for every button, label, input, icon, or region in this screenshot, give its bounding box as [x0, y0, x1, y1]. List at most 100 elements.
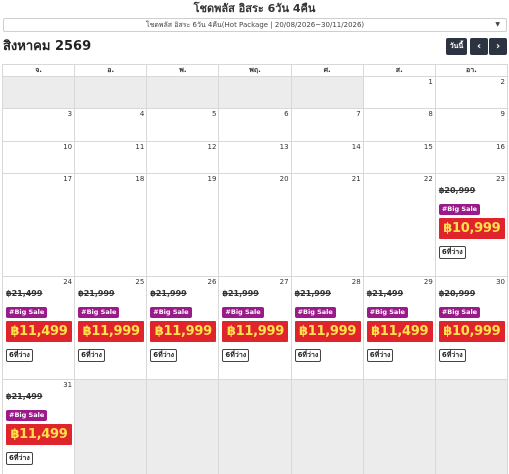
calendar-week: 10 11 12 13 14 15 16 — [3, 142, 508, 174]
day-cell: 11 — [75, 142, 148, 174]
empty-day-cell — [147, 77, 220, 109]
big-sale-badge: #Big Sale — [150, 307, 192, 318]
big-sale-badge: #Big Sale — [294, 307, 336, 318]
deal-info[interactable]: ฿21,999 #Big Sale ฿11,999 6ที่ว่าง — [150, 289, 217, 362]
chevron-left-icon: ‹ — [476, 41, 482, 52]
day-cell: 21 — [291, 174, 364, 277]
seats-available-badge: 6ที่ว่าง — [438, 349, 466, 362]
day-number: 31 — [63, 381, 73, 389]
sale-price-button[interactable]: ฿11,499 — [6, 321, 72, 342]
seats-available-badge: 6ที่ว่าง — [150, 349, 178, 362]
day-cell: 2 — [435, 77, 508, 109]
day-number: 5 — [211, 110, 217, 118]
tour-select-value: โชดพลัส อิสระ 6วัน 4คืน(Hot Package | 20… — [145, 21, 365, 29]
day-cell[interactable]: 31 ฿21,499 #Big Sale ฿11,499 6ที่ว่าง — [3, 380, 76, 474]
day-cell: 13 — [219, 142, 292, 174]
empty-day-cell — [219, 77, 292, 109]
day-number: 10 — [63, 143, 73, 151]
empty-day-cell — [147, 380, 220, 474]
sale-price-button[interactable]: ฿11,999 — [78, 321, 145, 342]
tour-select[interactable]: โชดพลัส อิสระ 6วัน 4คืน(Hot Package | 20… — [3, 18, 507, 32]
big-sale-badge: #Big Sale — [6, 410, 48, 421]
sale-price-button[interactable]: ฿11,499 — [366, 321, 433, 342]
day-cell[interactable]: 24 ฿21,499 #Big Sale ฿11,499 6ที่ว่าง — [3, 277, 76, 380]
empty-day-cell — [3, 77, 76, 109]
weekday-label: พฤ. — [219, 65, 292, 77]
next-month-button[interactable]: › — [489, 38, 507, 55]
deal-info[interactable]: ฿21,499 #Big Sale ฿11,499 6ที่ว่าง — [366, 289, 433, 362]
day-cell[interactable]: 29 ฿21,499 #Big Sale ฿11,499 6ที่ว่าง — [363, 277, 436, 380]
day-number: 6 — [284, 110, 289, 118]
deal-info[interactable]: ฿21,999 #Big Sale ฿11,999 6ที่ว่าง — [222, 289, 289, 362]
day-number: 7 — [356, 110, 361, 118]
weekday-label: อา. — [435, 65, 508, 77]
sale-price-button[interactable]: ฿10,999 — [438, 218, 505, 239]
calendar-week: 3 4 5 6 7 8 9 — [3, 109, 508, 142]
day-number: 20 — [279, 175, 289, 183]
day-cell: 16 — [435, 142, 508, 174]
big-sale-badge: #Big Sale — [6, 307, 48, 318]
today-button[interactable]: วันนี้ — [446, 38, 467, 55]
deal-info[interactable]: ฿20,999 #Big Sale ฿10,999 6ที่ว่าง — [438, 289, 505, 362]
day-number: 8 — [428, 110, 433, 118]
day-cell: 20 — [219, 174, 292, 277]
day-number: 9 — [500, 110, 505, 118]
sale-price-button[interactable]: ฿11,499 — [6, 424, 72, 445]
weekday-label: จ. — [3, 65, 76, 77]
original-price: ฿21,999 — [222, 289, 259, 298]
day-number: 14 — [351, 143, 361, 151]
day-number: 1 — [428, 78, 433, 86]
day-cell[interactable]: 25 ฿21,999 #Big Sale ฿11,999 6ที่ว่าง — [75, 277, 148, 380]
big-sale-badge: #Big Sale — [438, 204, 481, 215]
day-cell[interactable]: 30 ฿20,999 #Big Sale ฿10,999 6ที่ว่าง — [435, 277, 508, 380]
original-price: ฿21,499 — [366, 289, 404, 298]
empty-day-cell — [75, 380, 148, 474]
day-cell: 17 — [3, 174, 76, 277]
calendar-weeks: 1 2 3 4 5 6 7 8 9 10 11 12 13 14 15 16 17 18 19 20 21 22 23 ฿20… — [3, 77, 508, 474]
tour-title: โชดพลัส อิสระ 6วัน 4คืน — [193, 2, 316, 15]
deal-info[interactable]: ฿21,499 #Big Sale ฿11,499 6ที่ว่าง — [6, 289, 72, 362]
day-number: 17 — [63, 175, 73, 183]
day-cell[interactable]: 28 ฿21,999 #Big Sale ฿11,999 6ที่ว่าง — [291, 277, 364, 380]
prev-month-button[interactable]: ‹ — [470, 38, 488, 55]
weekday-label: ส. — [363, 65, 436, 77]
big-sale-badge: #Big Sale — [222, 307, 264, 318]
calendar-grid: จ. อ. พ. พฤ. ศ. ส. อา. 1 2 3 4 5 6 7 8 9 10 11 12 13… — [2, 64, 508, 474]
day-number: 13 — [279, 143, 289, 151]
empty-day-cell — [75, 77, 148, 109]
day-cell: 4 — [75, 109, 148, 142]
day-cell[interactable]: 26 ฿21,999 #Big Sale ฿11,999 6ที่ว่าง — [147, 277, 220, 380]
day-number: 16 — [496, 143, 505, 151]
original-price: ฿21,499 — [6, 289, 43, 298]
day-number: 29 — [423, 278, 433, 286]
empty-day-cell — [219, 380, 292, 474]
original-price: ฿20,999 — [438, 186, 476, 195]
seats-available-badge: 6ที่ว่าง — [294, 349, 322, 362]
sale-price-button[interactable]: ฿11,999 — [150, 321, 217, 342]
big-sale-badge: #Big Sale — [438, 307, 481, 318]
seats-available-badge: 6ที่ว่าง — [366, 349, 394, 362]
day-cell[interactable]: 27 ฿21,999 #Big Sale ฿11,999 6ที่ว่าง — [219, 277, 292, 380]
deal-info[interactable]: ฿21,999 #Big Sale ฿11,999 6ที่ว่าง — [294, 289, 361, 362]
deal-info[interactable]: ฿21,499 #Big Sale ฿11,499 6ที่ว่าง — [6, 392, 72, 465]
seats-available-badge: 6ที่ว่าง — [222, 349, 250, 362]
original-price: ฿21,499 — [6, 392, 43, 401]
seats-available-badge: 6ที่ว่าง — [78, 349, 105, 362]
weekday-label: ศ. — [291, 65, 364, 77]
sale-price-button[interactable]: ฿11,999 — [222, 321, 289, 342]
day-cell: 3 — [3, 109, 76, 142]
weekday-header: จ. อ. พ. พฤ. ศ. ส. อา. — [3, 65, 508, 77]
day-cell: 9 — [435, 109, 508, 142]
seats-available-badge: 6ที่ว่าง — [6, 349, 33, 362]
day-number: 21 — [351, 175, 361, 183]
deal-info[interactable]: ฿20,999 #Big Sale ฿10,999 6ที่ว่าง — [438, 186, 505, 259]
empty-day-cell — [291, 77, 364, 109]
sale-price-button[interactable]: ฿10,999 — [438, 321, 505, 342]
deal-info[interactable]: ฿21,999 #Big Sale ฿11,999 6ที่ว่าง — [78, 289, 145, 362]
day-number: 12 — [207, 143, 217, 151]
day-cell: 5 — [147, 109, 220, 142]
day-cell[interactable]: 23 ฿20,999 #Big Sale ฿10,999 6ที่ว่าง — [435, 174, 508, 277]
day-number: 27 — [279, 278, 289, 286]
sale-price-button[interactable]: ฿11,999 — [294, 321, 361, 342]
